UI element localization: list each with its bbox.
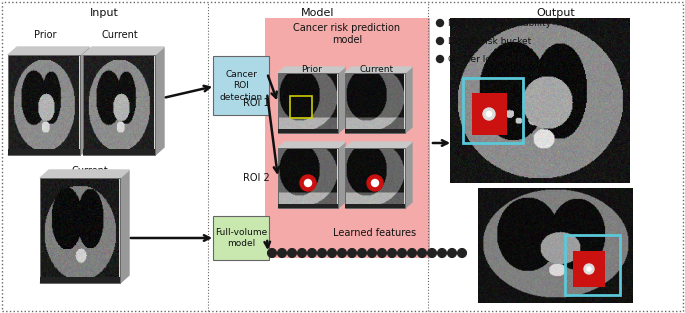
Circle shape	[458, 249, 466, 258]
Bar	[83, 55, 155, 155]
Circle shape	[347, 249, 356, 258]
Bar	[8, 55, 80, 155]
Circle shape	[308, 249, 316, 258]
Circle shape	[587, 267, 591, 271]
Circle shape	[371, 179, 379, 187]
Circle shape	[447, 249, 456, 258]
Circle shape	[408, 249, 416, 258]
Polygon shape	[278, 127, 345, 133]
Circle shape	[300, 175, 316, 191]
Polygon shape	[8, 147, 89, 155]
Polygon shape	[278, 67, 345, 73]
Text: Model: Model	[301, 8, 335, 18]
Polygon shape	[345, 142, 412, 148]
Text: Prior: Prior	[34, 30, 56, 40]
Text: Full-volume
model: Full-volume model	[215, 228, 267, 248]
Polygon shape	[345, 67, 412, 73]
Polygon shape	[83, 47, 164, 55]
Text: Learned features: Learned features	[334, 228, 416, 238]
Circle shape	[327, 249, 336, 258]
Circle shape	[427, 249, 436, 258]
Text: Current: Current	[72, 166, 108, 176]
Bar	[345, 204, 405, 208]
Polygon shape	[405, 142, 412, 208]
Polygon shape	[405, 67, 412, 133]
Polygon shape	[155, 47, 164, 155]
Bar	[472, 93, 507, 135]
Circle shape	[367, 175, 383, 191]
Polygon shape	[278, 202, 345, 208]
Circle shape	[268, 249, 277, 258]
Bar	[40, 178, 120, 283]
Polygon shape	[278, 142, 345, 148]
Circle shape	[338, 249, 347, 258]
Text: Output: Output	[536, 8, 575, 18]
Bar	[345, 73, 405, 133]
Text: Cancer
ROI
detection: Cancer ROI detection	[219, 70, 262, 102]
Circle shape	[438, 249, 447, 258]
FancyBboxPatch shape	[213, 56, 269, 115]
Polygon shape	[83, 147, 164, 155]
Circle shape	[486, 111, 492, 116]
Text: Input: Input	[90, 8, 119, 18]
Circle shape	[388, 249, 397, 258]
Circle shape	[397, 249, 406, 258]
Circle shape	[305, 179, 312, 187]
Bar	[345, 148, 405, 208]
Polygon shape	[40, 275, 129, 283]
Circle shape	[377, 249, 386, 258]
Polygon shape	[338, 142, 345, 208]
Text: LUMAS risk bucket: LUMAS risk bucket	[448, 37, 532, 45]
Circle shape	[367, 249, 377, 258]
Bar	[278, 204, 338, 208]
Polygon shape	[40, 170, 129, 178]
Text: Malignancy probability: Malignancy probability	[448, 18, 551, 28]
Polygon shape	[80, 47, 89, 155]
Circle shape	[417, 249, 427, 258]
Bar	[463, 78, 523, 143]
Bar	[565, 235, 620, 295]
Circle shape	[318, 249, 327, 258]
Circle shape	[288, 249, 297, 258]
Bar	[290, 96, 312, 118]
Text: ROI 1: ROI 1	[243, 98, 270, 108]
Text: ROI 2: ROI 2	[243, 173, 270, 183]
Bar	[40, 277, 120, 283]
Polygon shape	[338, 67, 345, 133]
Circle shape	[297, 249, 306, 258]
FancyBboxPatch shape	[213, 216, 269, 260]
Bar	[345, 129, 405, 133]
Circle shape	[436, 19, 443, 27]
Bar	[278, 148, 338, 208]
Bar	[265, 18, 430, 258]
Text: Cancer localization: Cancer localization	[448, 54, 534, 64]
Polygon shape	[8, 47, 89, 55]
Circle shape	[436, 55, 443, 63]
Text: Current: Current	[101, 30, 138, 40]
Text: Prior: Prior	[301, 65, 323, 74]
Circle shape	[358, 249, 366, 258]
Circle shape	[436, 38, 443, 44]
Text: Current: Current	[360, 65, 394, 74]
Circle shape	[483, 108, 495, 120]
Circle shape	[584, 264, 594, 274]
Polygon shape	[120, 170, 129, 283]
Bar	[573, 251, 605, 287]
Bar	[278, 129, 338, 133]
Text: Cancer risk prediction
model: Cancer risk prediction model	[293, 23, 401, 44]
Bar	[8, 149, 80, 155]
Bar	[278, 73, 338, 133]
Polygon shape	[345, 202, 412, 208]
Bar	[83, 149, 155, 155]
Polygon shape	[345, 127, 412, 133]
Circle shape	[277, 249, 286, 258]
